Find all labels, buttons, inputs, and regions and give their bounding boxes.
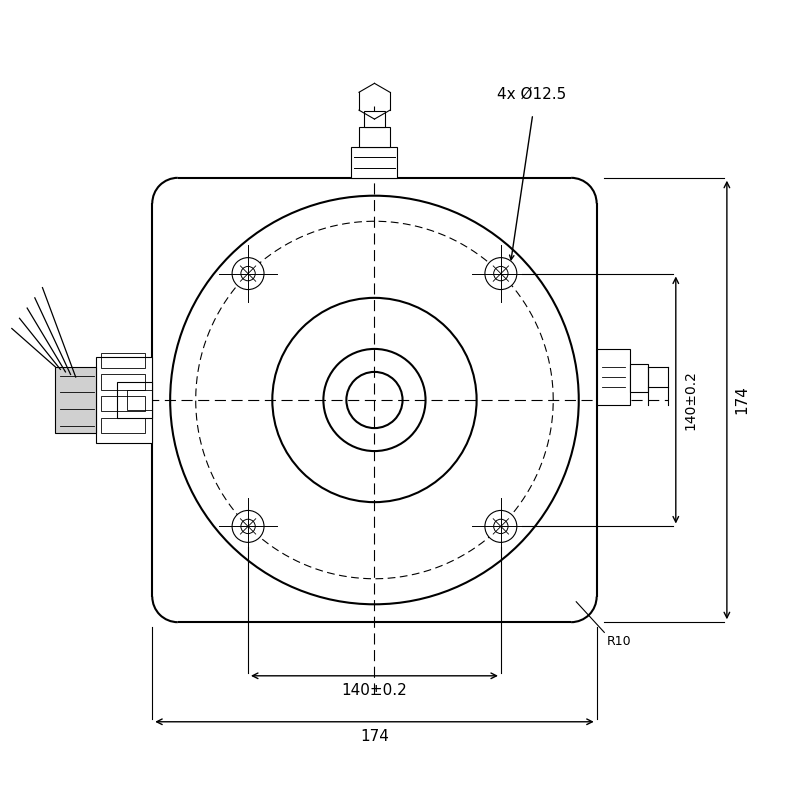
Circle shape — [485, 258, 517, 290]
Bar — [117, 382, 152, 418]
Text: 4x Ø12.5: 4x Ø12.5 — [497, 86, 566, 102]
Text: 174: 174 — [360, 730, 389, 745]
Circle shape — [232, 510, 264, 542]
Text: R10: R10 — [607, 635, 631, 648]
Bar — [359, 126, 390, 147]
Bar — [102, 418, 145, 433]
Text: 140±0.2: 140±0.2 — [683, 370, 698, 430]
Bar — [364, 111, 385, 126]
Bar — [55, 367, 96, 433]
Bar — [102, 374, 145, 390]
Text: 140±0.2: 140±0.2 — [342, 683, 407, 698]
Circle shape — [485, 510, 517, 542]
Bar — [351, 147, 398, 178]
Bar — [102, 353, 145, 368]
Circle shape — [232, 258, 264, 290]
Text: 174: 174 — [734, 386, 750, 414]
Bar — [102, 396, 145, 411]
Bar — [630, 364, 648, 392]
Bar — [597, 349, 630, 405]
Bar — [96, 357, 152, 443]
Bar — [126, 390, 152, 410]
